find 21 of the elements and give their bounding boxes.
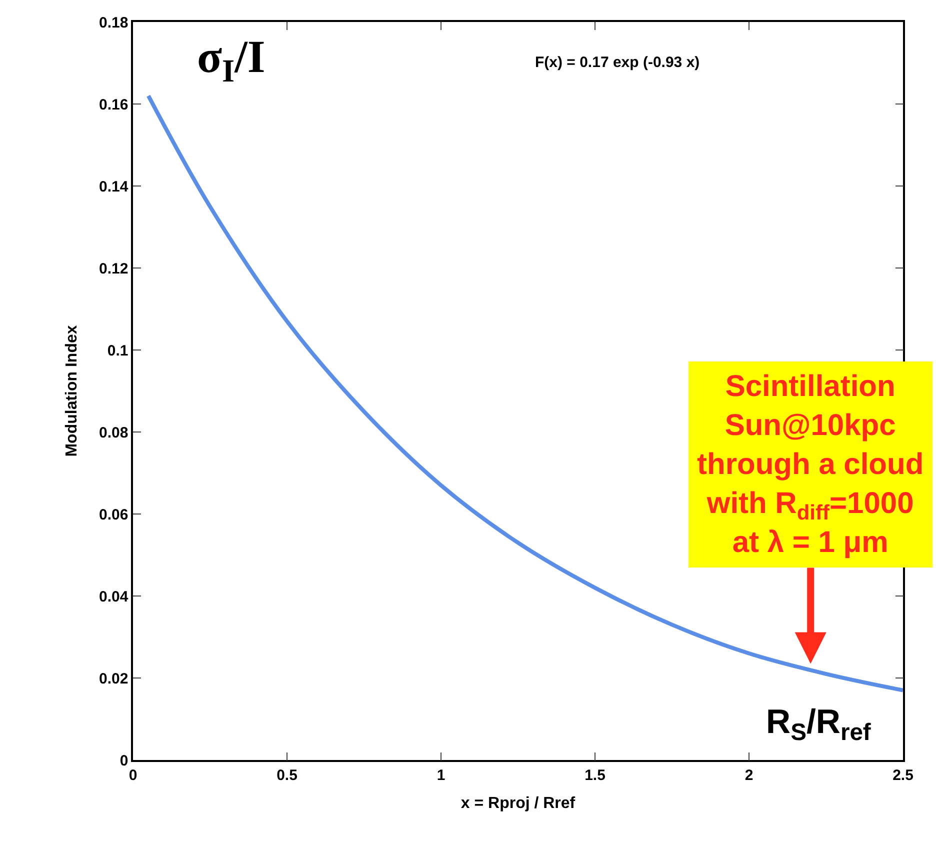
annotation: F(x) = 0.17 exp (-0.93 x) <box>535 54 700 71</box>
x-tick-label: 2.5 <box>892 766 914 784</box>
y-tick-label: 0.1 <box>107 342 128 360</box>
y-tick-label: 0.12 <box>99 260 128 278</box>
y-tick-label: 0.02 <box>99 670 128 688</box>
y-tick-label: 0.16 <box>99 96 128 114</box>
annotation: Scintillation Sun@10kpc through a cloud with R$_{diff}$=1000 at λ = 1 μm <box>697 370 924 559</box>
x-tick-label: 1 <box>436 766 446 784</box>
y-axis-title: Modulation Index <box>63 325 80 457</box>
annotation: R$_{S}$/R$_{ref}$ <box>766 703 871 746</box>
y-tick-label: 0.08 <box>99 424 128 442</box>
y-tick-label: 0 <box>120 752 128 770</box>
y-tick-label: 0.04 <box>99 588 129 606</box>
y-tick-label: 0.14 <box>99 178 129 196</box>
y-tick-label: 0.06 <box>99 506 128 524</box>
x-tick-label: 1.5 <box>584 766 606 784</box>
x-axis-title: x = Rproj / Rref <box>460 794 576 812</box>
y-tick-label: 0.18 <box>99 14 128 32</box>
x-tick-label: 0.5 <box>276 766 298 784</box>
x-tick-label: 2 <box>744 766 754 784</box>
annotation: σ$_{I}$/I <box>197 31 266 89</box>
